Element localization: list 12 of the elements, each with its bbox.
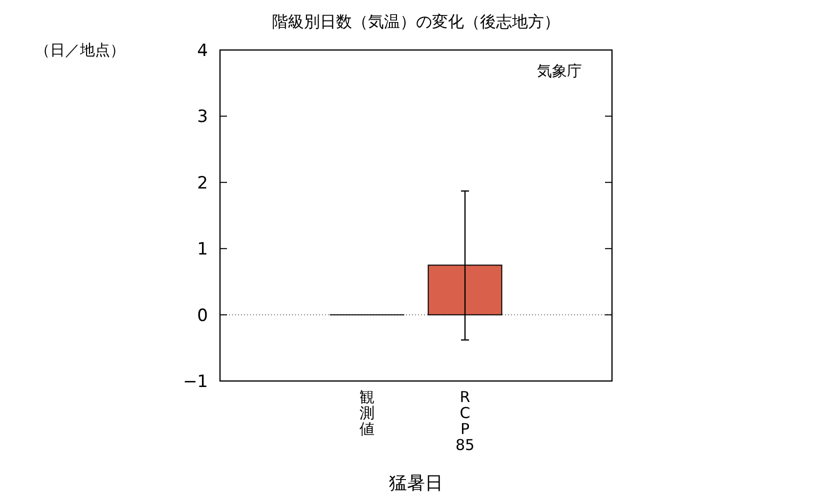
chart-title: 階級別日数（気温）の変化（後志地方）: [272, 12, 560, 31]
y-tick-label: −1: [182, 372, 208, 392]
x-axis-title: 猛暑日: [389, 473, 443, 494]
y-tick-label: 3: [197, 107, 208, 128]
y-tick-label: 2: [197, 173, 208, 194]
y-axis-title: （日／地点）: [35, 41, 125, 59]
y-tick-label: 4: [197, 41, 208, 61]
y-tick-label: 1: [197, 240, 208, 260]
y-tick-label: 0: [197, 306, 208, 326]
text: 気象庁: [537, 62, 582, 80]
x-tick-label: RCP85: [455, 388, 475, 454]
x-tick-label: 観測値: [360, 388, 374, 438]
